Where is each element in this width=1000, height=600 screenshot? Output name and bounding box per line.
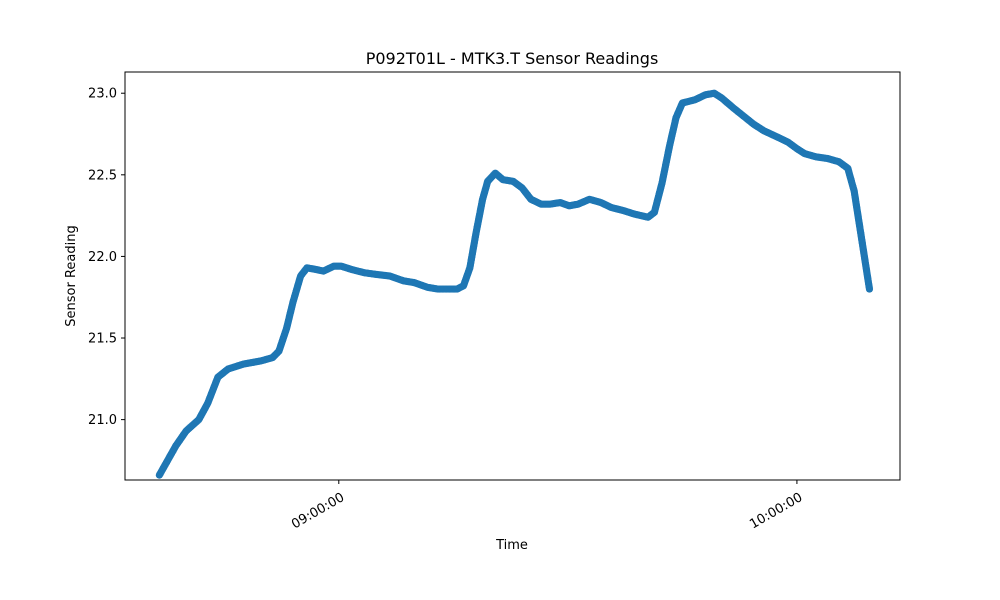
- plot-area: [155, 89, 874, 479]
- y-tick-label: 21.0: [88, 413, 117, 428]
- y-axis: 21.0 21.5 22.0 22.5 23.0: [88, 87, 125, 428]
- data-point: [865, 285, 874, 293]
- y-axis-label: Sensor Reading: [64, 225, 79, 326]
- x-axis-label: Time: [495, 538, 528, 553]
- x-tick-label: 10:00:00: [747, 490, 805, 532]
- y-tick-label: 22.5: [88, 168, 117, 183]
- y-tick-label: 21.5: [88, 332, 117, 347]
- x-tick-label: 09:00:00: [289, 490, 347, 532]
- y-tick-label: 23.0: [88, 87, 117, 102]
- y-tick-label: 22.0: [88, 250, 117, 265]
- chart-title: P092T01L - MTK3.T Sensor Readings: [366, 49, 659, 68]
- x-axis: 09:00:00 10:00:00: [289, 480, 805, 532]
- plot-frame: [124, 71, 901, 481]
